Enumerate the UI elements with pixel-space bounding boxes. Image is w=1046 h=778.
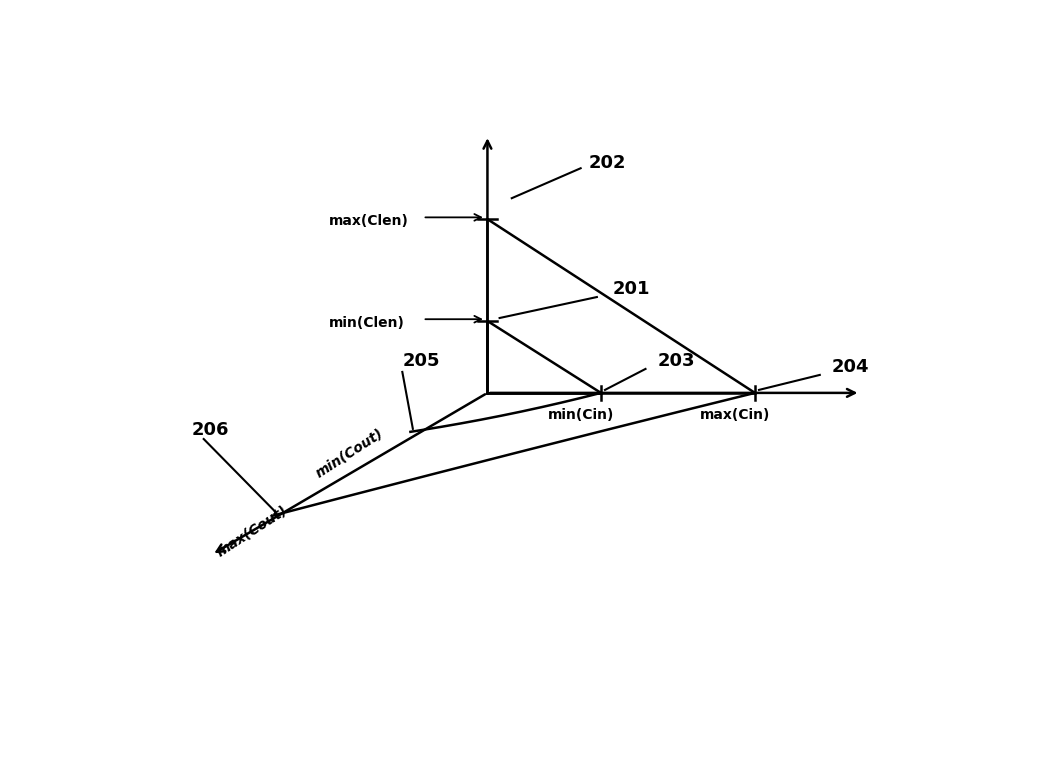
Text: 201: 201 <box>613 280 651 298</box>
Text: min(Cout): min(Cout) <box>313 426 386 480</box>
Text: min(Cin): min(Cin) <box>547 408 614 422</box>
Text: min(Clen): min(Clen) <box>329 316 405 330</box>
Text: max(Cin): max(Cin) <box>700 408 770 422</box>
Text: 203: 203 <box>658 352 696 370</box>
Text: max(Clen): max(Clen) <box>329 214 409 228</box>
Text: max(Cout): max(Cout) <box>214 503 291 559</box>
Text: 205: 205 <box>403 352 439 370</box>
Text: 206: 206 <box>191 421 229 439</box>
Text: 204: 204 <box>832 358 869 376</box>
Text: 202: 202 <box>589 154 627 172</box>
